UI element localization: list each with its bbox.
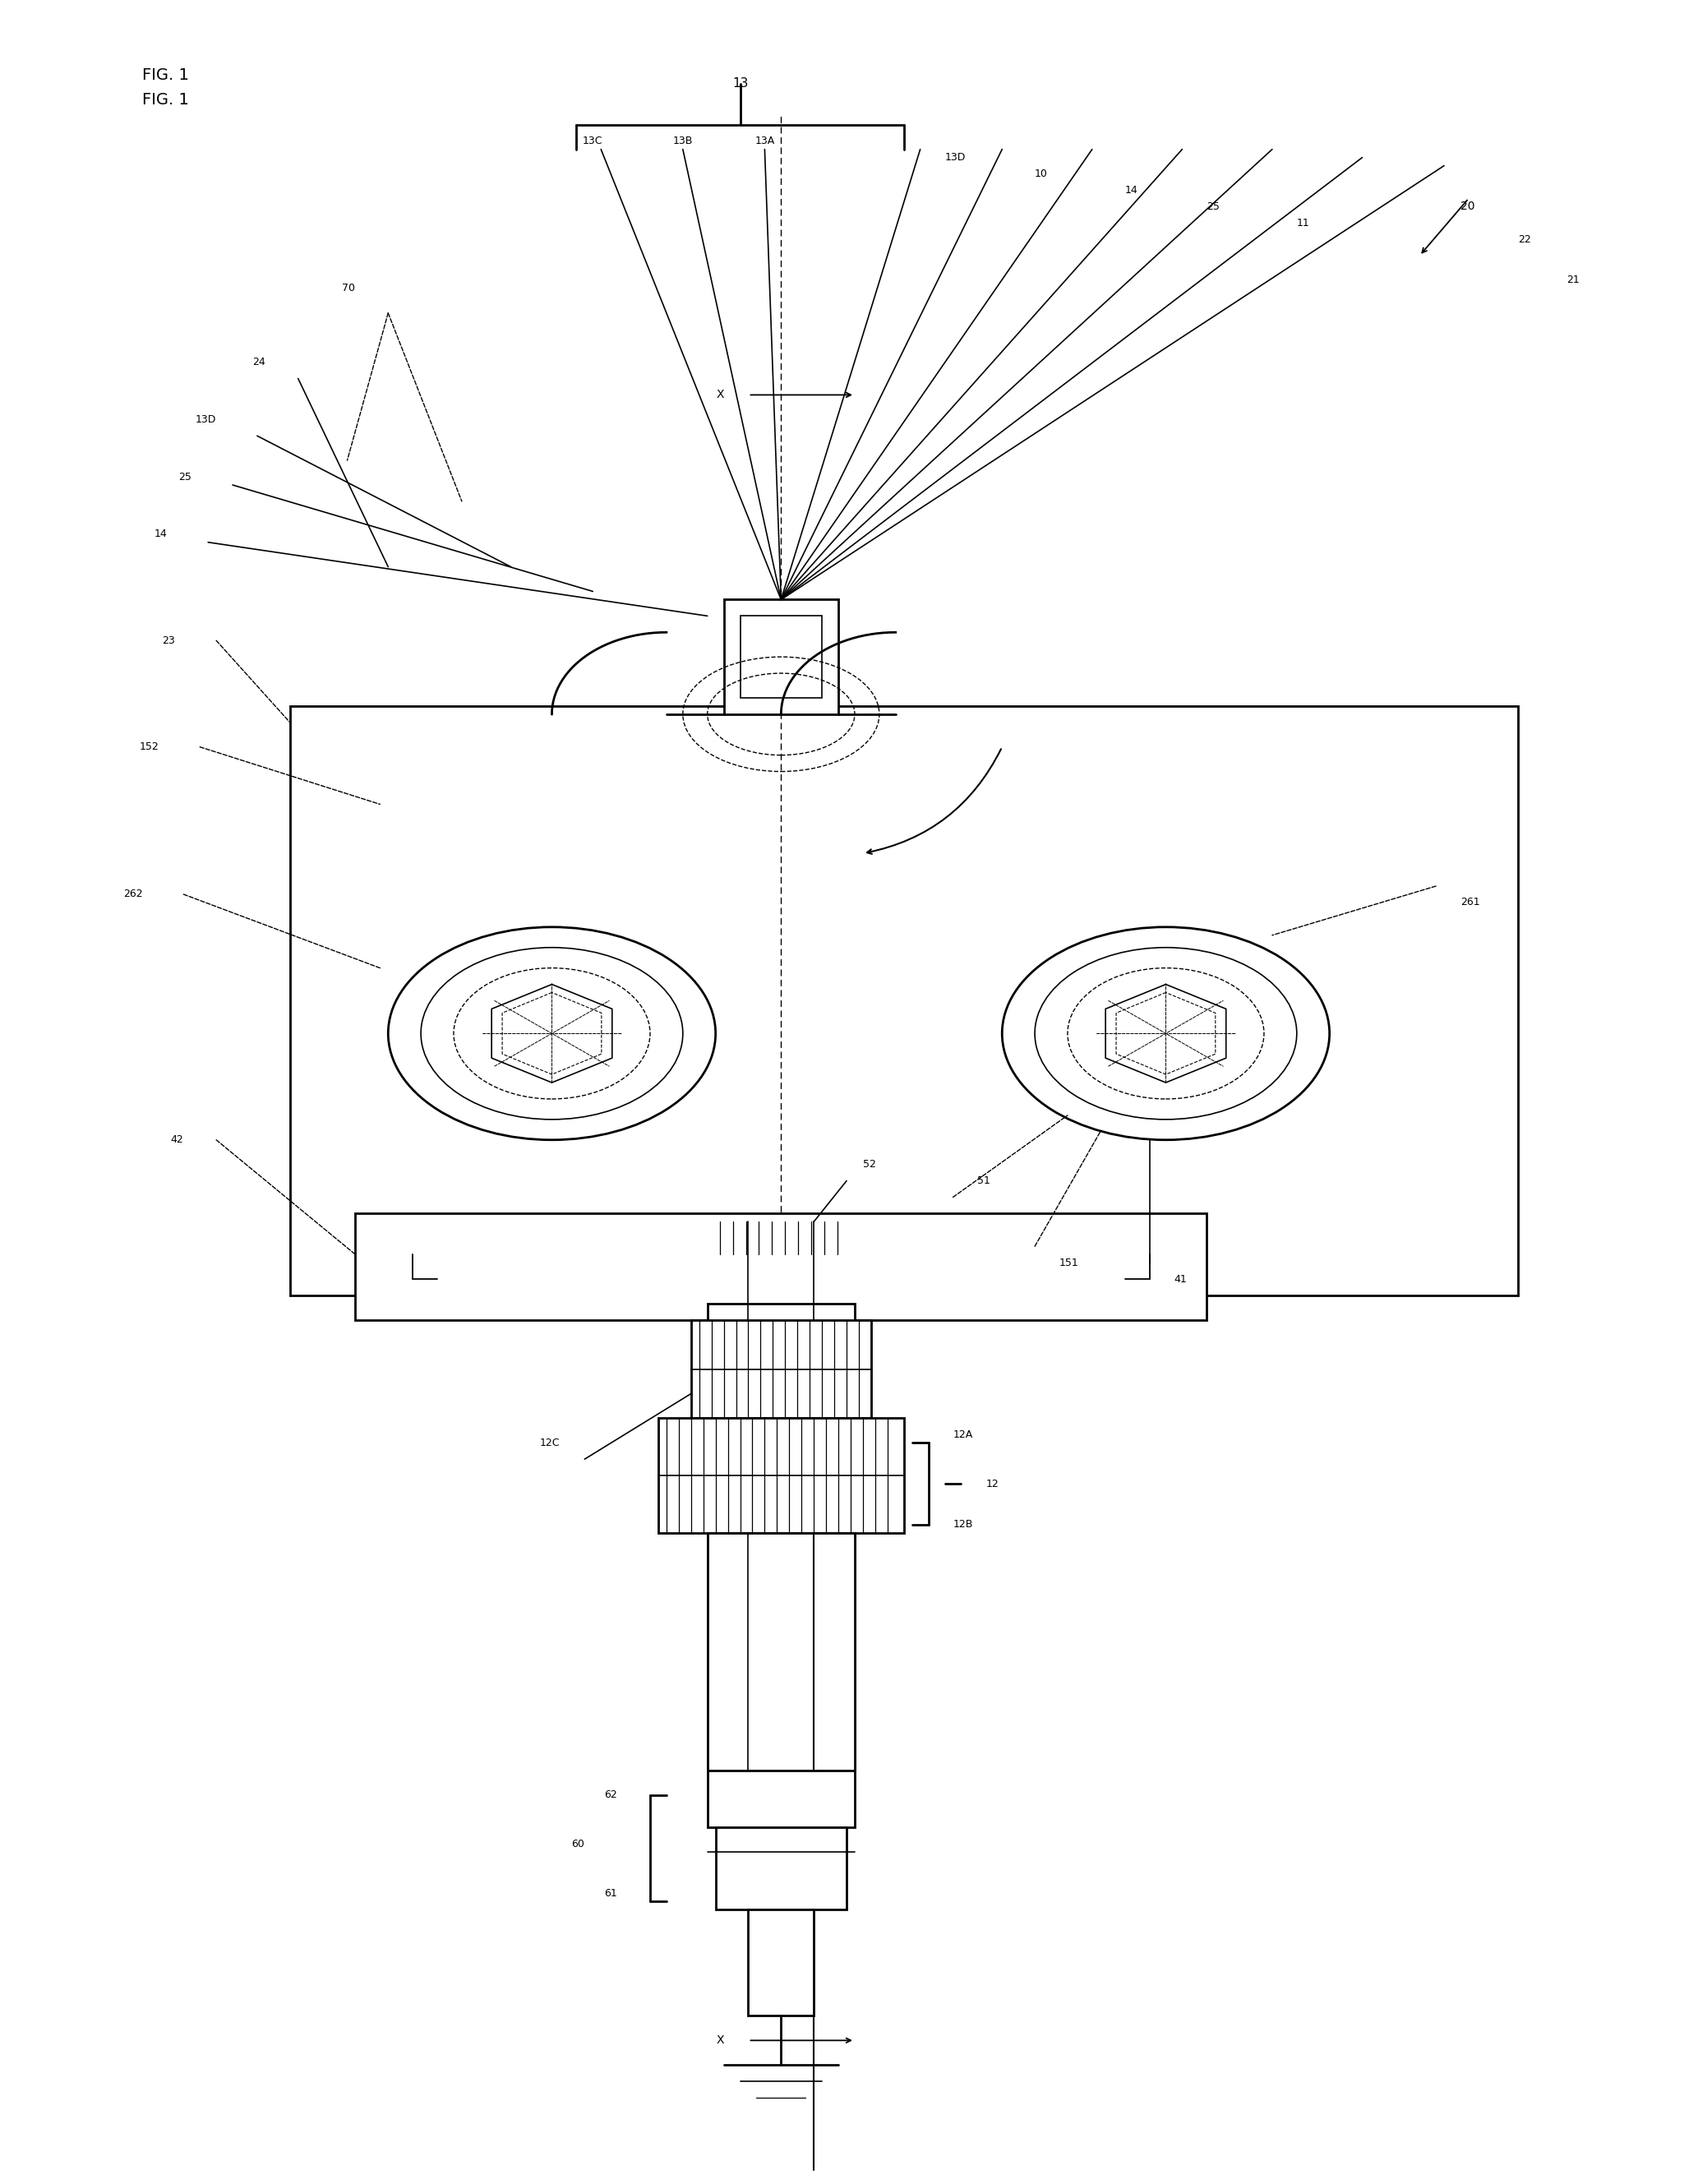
Bar: [708, 1304, 854, 1771]
Text: 41: 41: [1173, 1273, 1187, 1284]
Text: FIG. 1: FIG. 1: [143, 68, 188, 83]
Text: 24: 24: [253, 356, 265, 367]
Text: 13C: 13C: [582, 135, 603, 146]
Text: 21: 21: [1567, 275, 1579, 286]
Text: FIG. 1: FIG. 1: [143, 92, 188, 107]
Text: 42: 42: [170, 1133, 183, 1144]
Ellipse shape: [389, 926, 715, 1140]
Text: 13A: 13A: [754, 135, 774, 146]
Text: 22: 22: [1518, 234, 1530, 245]
Bar: [290, 705, 1518, 1295]
Text: X: X: [717, 2035, 723, 2046]
Text: 25: 25: [178, 472, 192, 483]
Bar: [708, 1533, 854, 1771]
Ellipse shape: [1002, 926, 1330, 1140]
Bar: [708, 1771, 854, 1828]
Text: 11: 11: [1297, 218, 1309, 229]
Text: 13B: 13B: [672, 135, 693, 146]
Ellipse shape: [421, 948, 683, 1120]
Bar: [691, 1319, 871, 1417]
Text: 60: 60: [572, 1839, 584, 1850]
Text: 23: 23: [163, 636, 175, 646]
Bar: [355, 1214, 1207, 1319]
Text: 12C: 12C: [540, 1437, 560, 1448]
Bar: [715, 1828, 847, 1909]
Text: 14: 14: [155, 529, 166, 539]
Bar: [723, 601, 839, 714]
Bar: [659, 1417, 903, 1533]
Text: 10: 10: [1034, 168, 1048, 179]
Text: 261: 261: [1460, 898, 1481, 909]
Text: 13D: 13D: [195, 415, 216, 426]
Text: 12B: 12B: [953, 1520, 973, 1531]
Text: 20: 20: [1460, 201, 1476, 212]
Bar: [749, 1909, 813, 2016]
Text: 13D: 13D: [944, 153, 966, 164]
Text: 70: 70: [343, 284, 355, 295]
Text: 12A: 12A: [953, 1428, 973, 1439]
Text: 52: 52: [863, 1160, 876, 1171]
Text: 13: 13: [732, 79, 749, 90]
Text: 51: 51: [978, 1175, 990, 1186]
Ellipse shape: [1034, 948, 1297, 1120]
Text: 62: 62: [604, 1789, 618, 1800]
Text: 61: 61: [604, 1887, 618, 1898]
Text: 262: 262: [124, 889, 143, 900]
Text: 151: 151: [1060, 1258, 1078, 1269]
Text: 14: 14: [1124, 186, 1138, 197]
Text: X: X: [717, 389, 723, 400]
Text: 12: 12: [987, 1479, 998, 1489]
Text: 25: 25: [1207, 201, 1219, 212]
Bar: [740, 616, 822, 699]
Text: 152: 152: [139, 743, 160, 751]
